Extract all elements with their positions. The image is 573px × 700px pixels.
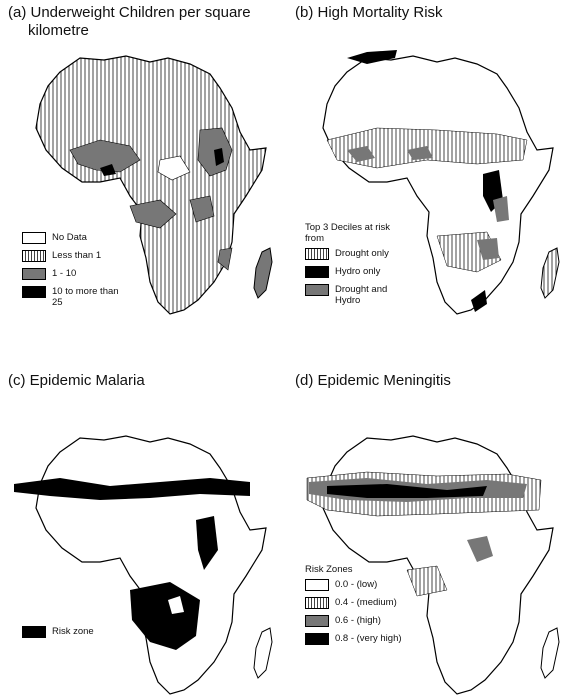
legend: Top 3 Deciles at risk from Drought only …	[305, 222, 405, 312]
legend-item: 0.8 - (very high)	[305, 633, 402, 645]
swatch	[305, 579, 329, 591]
swatch	[305, 597, 329, 609]
panel-title: (a) Underweight Children per square kilo…	[8, 4, 251, 39]
legend-item: Drought only	[305, 248, 405, 260]
panel-epidemic-malaria: (c) Epidemic Malaria Risk zone	[0, 350, 286, 700]
legend-heading: Risk Zones	[305, 564, 353, 575]
legend-item: Less than 1	[22, 250, 122, 262]
africa-map	[35, 55, 273, 315]
legend-item: Drought and Hydro	[305, 284, 405, 306]
swatch	[22, 232, 46, 244]
panel-title: (c) Epidemic Malaria	[8, 372, 145, 389]
panel-title: (d) Epidemic Meningitis	[295, 372, 451, 389]
legend-item: No Data	[22, 232, 122, 244]
legend-item: 1 - 10	[22, 268, 122, 280]
panel-title: (b) High Mortality Risk	[295, 4, 443, 21]
legend: Risk Zones 0.0 - (low) 0.4 - (medium) 0.…	[305, 564, 402, 651]
swatch	[305, 615, 329, 627]
legend: Risk zone	[22, 626, 94, 644]
legend-item: 0.4 - (medium)	[305, 597, 402, 609]
legend-item: Hydro only	[305, 266, 405, 278]
africa-map	[306, 435, 560, 695]
legend: No Data Less than 1 1 - 10 10 to more th…	[22, 232, 122, 314]
panel-high-mortality-risk: (b) High Mortality Risk Top 3 Deciles at…	[287, 0, 573, 350]
legend-item: 0.6 - (high)	[305, 615, 402, 627]
legend-heading: Top 3 Deciles at risk from	[305, 222, 391, 244]
swatch	[22, 626, 46, 638]
swatch	[305, 633, 329, 645]
swatch	[305, 248, 329, 260]
swatch	[22, 286, 46, 298]
legend-item: 10 to more than 25	[22, 286, 122, 308]
africa-map	[14, 435, 273, 695]
swatch	[305, 284, 329, 296]
panel-epidemic-meningitis: (d) Epidemic Meningitis Risk Zones 0.0 -…	[287, 350, 573, 700]
panel-underweight-children: (a) Underweight Children per square kilo…	[0, 0, 286, 350]
swatch	[22, 250, 46, 262]
legend-item: Risk zone	[22, 626, 94, 638]
swatch	[22, 268, 46, 280]
legend-item: 0.0 - (low)	[305, 579, 402, 591]
swatch	[305, 266, 329, 278]
africa-map	[322, 50, 560, 315]
